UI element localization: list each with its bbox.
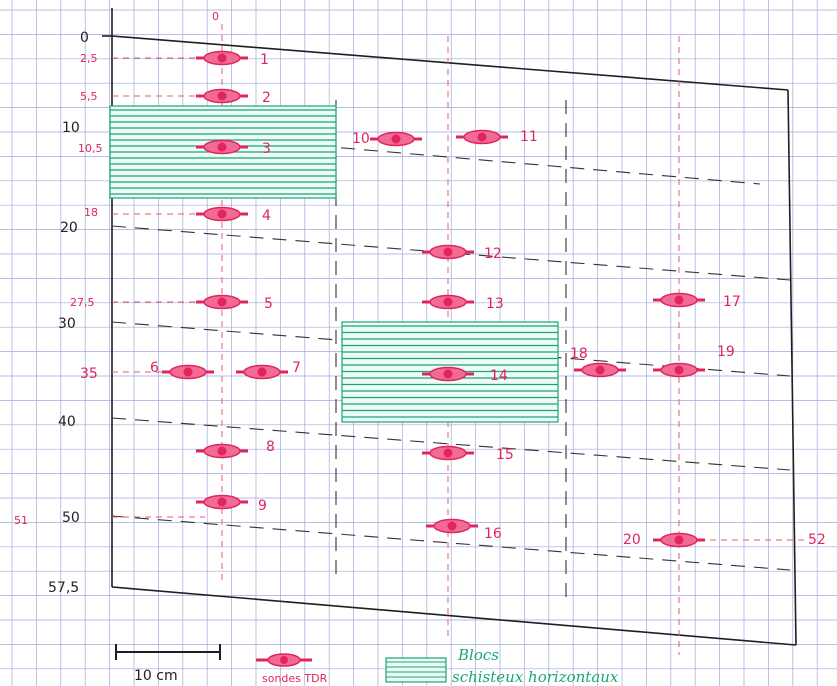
depth-label: 27,5 — [70, 296, 95, 309]
probe-label: 9 — [258, 498, 267, 514]
depth-label: 52 — [808, 532, 826, 548]
probe-label: 6 — [150, 360, 159, 376]
probe-label: 13 — [486, 296, 504, 312]
tdr-probe: 3 — [196, 139, 271, 157]
probe-label: 3 — [262, 141, 271, 157]
probe-label: 11 — [520, 129, 538, 145]
depth-label: 10,5 — [78, 142, 103, 155]
probe-label: 2 — [262, 90, 271, 106]
probe-label: 14 — [490, 368, 508, 384]
tdr-probe: 10 — [352, 131, 422, 147]
probe-label: 19 — [717, 344, 735, 360]
scale-bar-label: 10 cm — [134, 668, 178, 684]
axis-labels: 0 10 20 30 40 50 57,5 — [48, 30, 89, 596]
tdr-probe: 15 — [422, 445, 514, 463]
probe-label: 10 — [352, 131, 370, 147]
depth-label: 5,5 — [80, 90, 98, 103]
axis-label: 10 — [62, 120, 80, 136]
probe-label: 20 — [623, 532, 641, 548]
legend: 10 cm sondes TDR Blocs schisteux horizon… — [115, 644, 619, 686]
axis-label: 40 — [58, 414, 76, 430]
tdr-probe: 5 — [196, 294, 273, 312]
tdr-probe: 20 — [623, 532, 705, 548]
probe-label: 15 — [496, 447, 514, 463]
probe-label: 8 — [266, 439, 275, 455]
legend-hatch-symbol — [385, 657, 447, 683]
depth-label: 2,5 — [80, 52, 98, 65]
tdr-probe: 12 — [422, 244, 502, 262]
tdr-probe: 6 — [150, 360, 214, 380]
tdr-probe: 9 — [196, 494, 267, 514]
legend-hatch-label-1: Blocs — [457, 646, 499, 664]
probe-label: 12 — [484, 246, 502, 262]
tdr-probe: 14 — [422, 366, 508, 384]
axis-label: 20 — [60, 220, 78, 236]
probe-label: 16 — [484, 526, 502, 542]
depth-label: 35 — [80, 366, 98, 382]
probe-label: 4 — [262, 208, 271, 224]
slab-outline — [102, 8, 797, 646]
axis-label: 0 — [80, 30, 89, 46]
tdr-probe: 2 — [196, 88, 271, 106]
legend-hatch-label-2: schisteux horizontaux — [452, 668, 619, 686]
tdr-probe: 8 — [196, 439, 275, 459]
tdr-probe: 11 — [456, 129, 538, 145]
axis-label: 57,5 — [48, 580, 79, 596]
tdr-probe: 1 — [196, 50, 269, 68]
probe-label: 18 — [570, 346, 588, 362]
top-origin-label: 0 — [212, 10, 219, 23]
tdr-probe: 17 — [653, 292, 741, 310]
tdr-probe: 4 — [196, 206, 271, 224]
depth-label: 18 — [84, 206, 98, 219]
tdr-probe: 13 — [422, 294, 504, 312]
probe-label: 7 — [292, 360, 301, 376]
tdr-probe: 16 — [426, 518, 502, 542]
depth-label: 51 — [14, 514, 28, 527]
legend-probe-symbol — [256, 653, 312, 667]
axis-label: 30 — [58, 316, 76, 332]
probe-label: 5 — [264, 296, 273, 312]
tdr-probe: 19 — [653, 344, 735, 378]
tdr-probe: 7 — [236, 360, 301, 380]
axis-label: 50 — [62, 510, 80, 526]
legend-probe-label: sondes TDR — [262, 672, 328, 685]
probe-label: 1 — [260, 52, 269, 68]
hatch-block-middle — [341, 321, 559, 423]
hatch-block-upper — [109, 105, 337, 199]
tdr-probe: 18 — [570, 346, 626, 378]
probe-label: 17 — [723, 294, 741, 310]
depth-labels: 0 2,5 5,5 10,5 18 27,5 35 51 52 — [14, 10, 826, 548]
